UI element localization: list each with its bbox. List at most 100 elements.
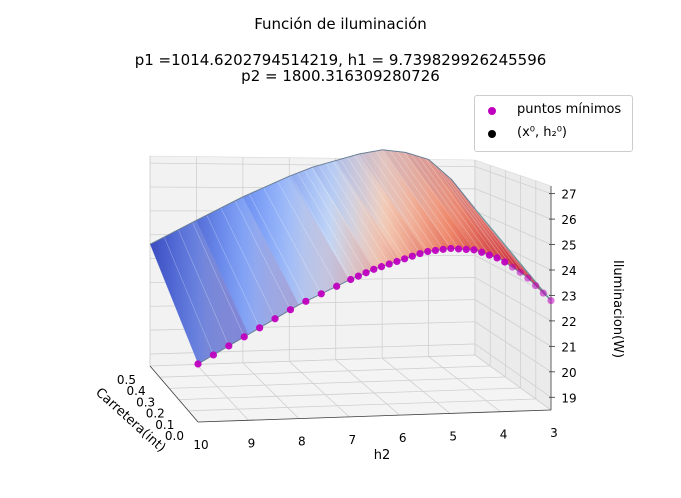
- grid-z-side: [474, 166, 552, 195]
- surface-mesh-line: [425, 158, 498, 259]
- y-tick-label: 0.1: [155, 418, 174, 432]
- tick-labels: 10 9 8 7 6 5 4 3 0.00.10.20.30.40.5 19 20 21 22 23 24 2…: [117, 188, 577, 452]
- minimum-point: [347, 275, 355, 284]
- chart-title-line-1: Función de iluminación: [254, 15, 427, 33]
- x-tick-label: 6: [399, 431, 407, 445]
- minimum-point: [539, 289, 547, 297]
- minimum-point: [531, 281, 540, 290]
- legend-label-min-points: puntos mínimos: [517, 102, 622, 117]
- surface-mesh-line: [318, 165, 382, 267]
- z-tick-label: 26: [561, 213, 576, 227]
- x-tick-label: 7: [348, 433, 356, 447]
- surface-mesh-line: [311, 167, 375, 270]
- grid-x-floor: [474, 354, 552, 411]
- surface-mesh-line: [325, 163, 390, 265]
- y-tick-label: 0.3: [136, 395, 155, 409]
- grid-y-floor: [178, 387, 521, 400]
- minimum-points: [194, 244, 555, 368]
- z-tick-label: 22: [561, 315, 576, 329]
- legend-marker-magenta: [488, 107, 496, 115]
- grid-x-floor: [242, 362, 300, 419]
- surface-mesh-line: [206, 215, 260, 328]
- minimum-point: [501, 258, 509, 266]
- minimum-point: [431, 246, 440, 255]
- legend-label-initial-point: (x⁰, h₂⁰): [517, 125, 567, 140]
- grid-y-floor: [149, 354, 476, 367]
- minimum-point: [493, 254, 501, 262]
- minimum-point: [225, 342, 233, 350]
- surface-mesh-line: [149, 244, 199, 365]
- surface-mesh-line: [332, 161, 398, 262]
- surface-mesh-line: [418, 156, 490, 256]
- surface-mesh-line: [178, 229, 230, 347]
- y-tick-label: 0.2: [146, 407, 165, 421]
- y-axis-line: [149, 365, 199, 423]
- surface-mesh-line: [263, 187, 322, 294]
- z-tick-label: 20: [561, 366, 576, 380]
- surface-mesh-line: [446, 175, 521, 273]
- surface-mesh-line: [290, 175, 351, 280]
- minimum-point: [317, 290, 325, 298]
- grid-x-floor: [196, 364, 249, 421]
- minimum-point: [447, 244, 455, 253]
- minimum-point: [393, 257, 401, 266]
- surface-mesh-line: [382, 149, 452, 249]
- z-tick-label: 21: [561, 340, 576, 354]
- surface: [149, 149, 552, 365]
- minimum-point: [271, 315, 279, 323]
- chart-title-line-2: p1 =1014.6202794514219, h1 = 9.739829926…: [134, 51, 547, 69]
- grid-y-floor: [169, 376, 506, 389]
- grid-x-floor: [335, 359, 400, 416]
- surface-mesh-line: [396, 151, 467, 250]
- surface-mesh-line: [432, 162, 506, 263]
- z-axis-label: Iluminacion(W): [610, 260, 625, 358]
- minimum-point: [508, 263, 517, 271]
- minimum-point: [370, 265, 378, 273]
- surface-mesh-line: [375, 150, 444, 250]
- minimum-point: [362, 269, 370, 277]
- y-tick-label: 0.4: [127, 384, 146, 398]
- x-tick-label: 3: [550, 426, 558, 440]
- grid-y-floor: [188, 398, 536, 412]
- surface-back-edge: [149, 149, 476, 245]
- minimum-point: [547, 296, 555, 305]
- minimum-point: [286, 306, 295, 314]
- x-axis-line: [197, 409, 552, 423]
- minimum-point: [240, 333, 248, 341]
- grid-x-floor: [381, 357, 451, 414]
- y-tick-label: 0.5: [117, 373, 136, 387]
- minimum-point: [333, 282, 341, 290]
- surface-mesh-line: [192, 222, 245, 337]
- legend-marker-black: [488, 130, 496, 138]
- surface-mesh-line: [403, 152, 475, 251]
- minimum-point: [302, 297, 310, 305]
- surface-mesh-line: [361, 153, 428, 252]
- surface-mesh-line: [339, 159, 405, 259]
- legend: puntos mínimos (x⁰, h₂⁰): [474, 95, 633, 152]
- x-tick-label: 9: [248, 436, 256, 450]
- grid-z-side: [474, 188, 552, 220]
- z-tick-label: 27: [561, 188, 576, 202]
- minimum-point: [524, 274, 532, 282]
- minimum-point: [194, 360, 202, 368]
- y-tick-label: 0.0: [165, 429, 184, 443]
- minimum-point: [478, 248, 486, 256]
- surface-mesh-line: [439, 168, 513, 268]
- x-tick-label: 4: [500, 428, 508, 442]
- surface-mesh-line: [347, 157, 413, 257]
- x-axis-label: h2: [374, 448, 391, 463]
- x-tick-label: 10: [193, 438, 208, 452]
- surface-mesh-line: [249, 193, 307, 302]
- minimum-point: [354, 272, 362, 280]
- minimum-point: [401, 255, 409, 263]
- minimum-point: [416, 249, 424, 258]
- x-tick-label: 5: [449, 429, 457, 443]
- z-tick-label: 19: [561, 391, 576, 405]
- minimum-point: [516, 268, 524, 276]
- surface-mesh-line: [297, 172, 359, 277]
- grid-z-side: [474, 343, 552, 398]
- minimum-point: [439, 245, 447, 253]
- z-tick-label: 24: [561, 264, 576, 278]
